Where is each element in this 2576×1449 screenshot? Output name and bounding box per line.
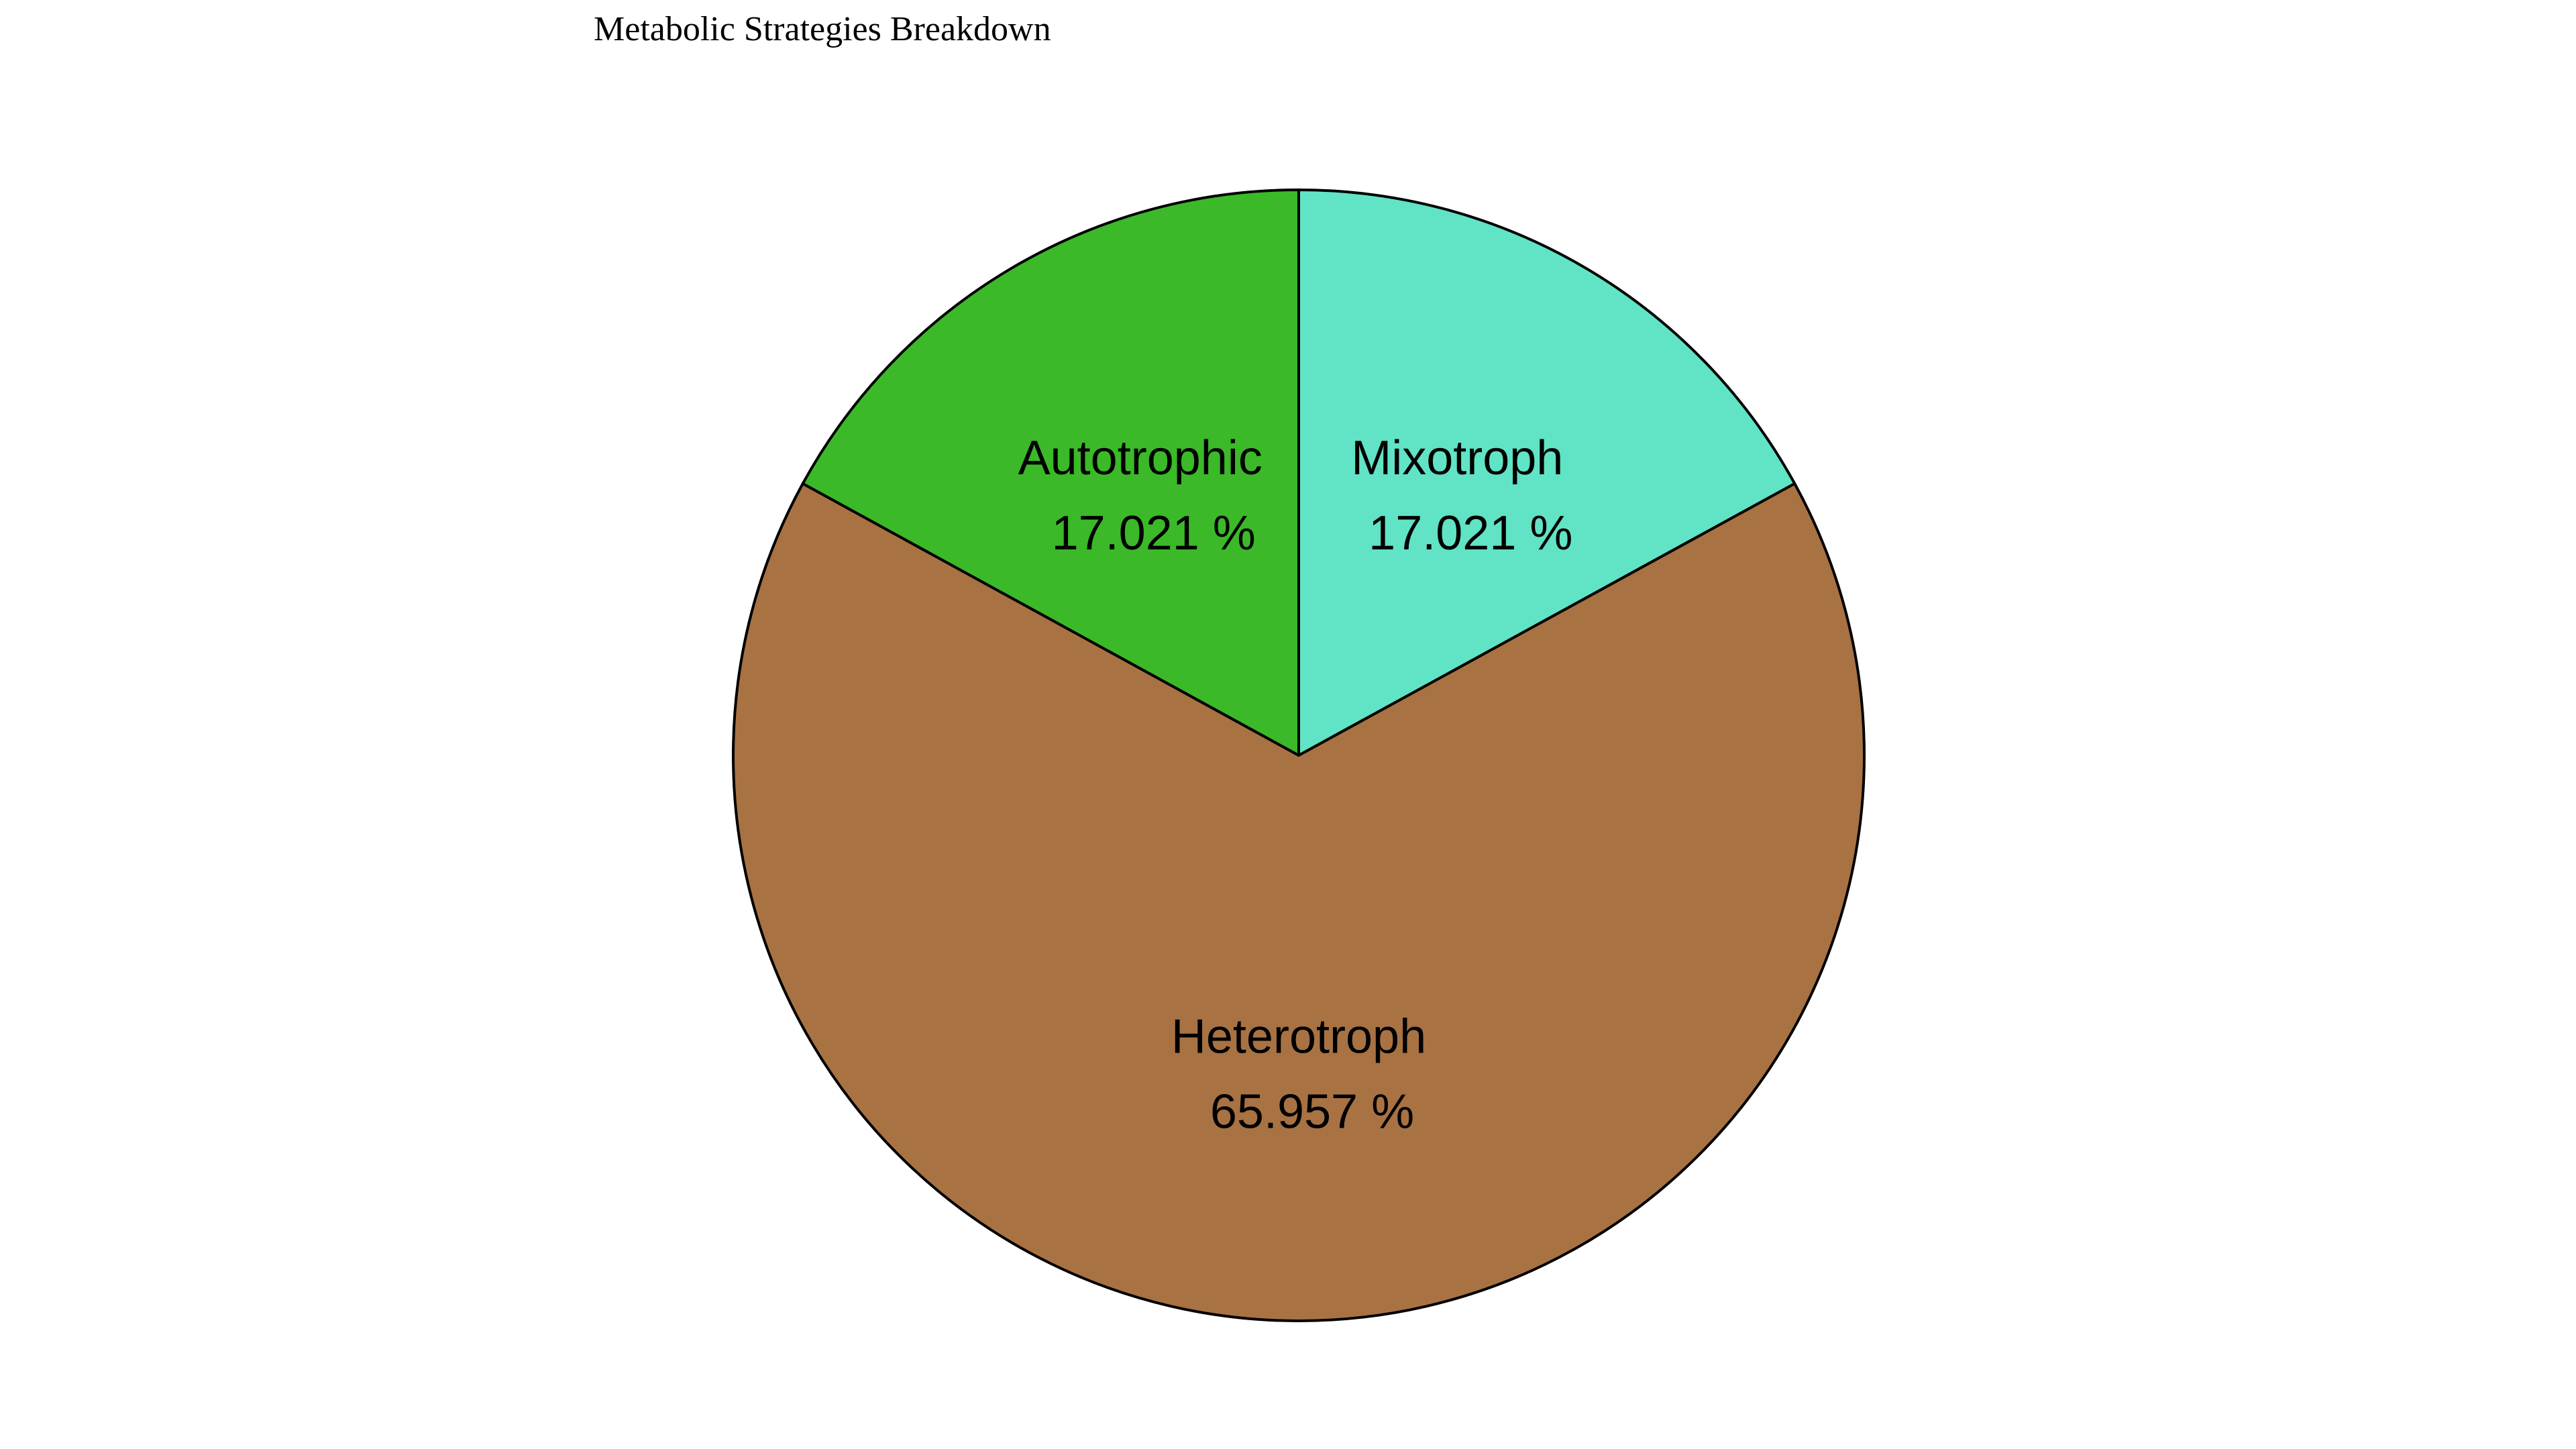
- slice-label-mixotroph: Mixotroph: [1351, 431, 1563, 485]
- pie-slice-autotrophic: [801, 189, 1300, 757]
- slice-percent-mixotroph: 17.021 %: [1368, 506, 1572, 560]
- pie-slices: [732, 189, 1866, 1322]
- slice-percent-autotrophic: 17.021 %: [1052, 506, 1256, 560]
- pie-slice-heterotroph: [732, 482, 1866, 1322]
- slice-label-autotrophic: Autotrophic: [1018, 431, 1263, 485]
- slice-percent-heterotroph: 65.957 %: [1210, 1085, 1414, 1139]
- chart-title: Metabolic Strategies Breakdown: [594, 10, 1051, 48]
- pie-labels: Mixotroph 17.021 % Heterotroph 65.957 % Auto…: [1018, 431, 1573, 1139]
- pie-slice-mixotroph: [1297, 189, 1796, 757]
- slice-label-heterotroph: Heterotroph: [1171, 1010, 1426, 1064]
